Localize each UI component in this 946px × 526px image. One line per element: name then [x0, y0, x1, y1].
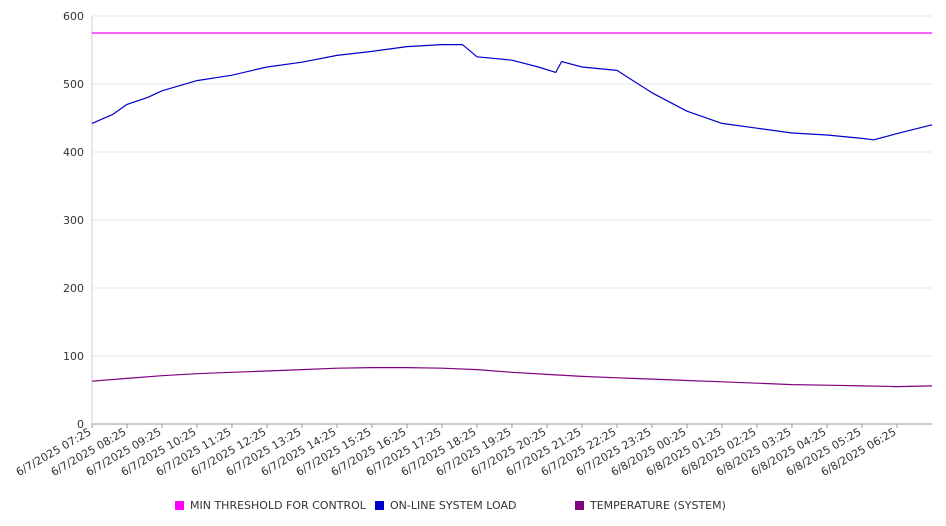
y-tick-label: 400: [63, 146, 84, 159]
x-axis-ticks: 6/7/2025 07:256/7/2025 08:256/7/2025 09:…: [14, 424, 899, 479]
y-tick-label: 100: [63, 350, 84, 363]
y-tick-label: 200: [63, 282, 84, 295]
gridlines: [92, 15, 932, 357]
legend-label: ON-LINE SYSTEM LOAD: [390, 498, 517, 512]
system-load-line: [91, 43, 933, 141]
legend-label: TEMPERATURE (SYSTEM): [590, 498, 726, 512]
legend: MIN THRESHOLD FOR CONTROL ON-LINE SYSTEM…: [0, 497, 946, 515]
legend-swatch: [575, 500, 584, 510]
legend-swatch: [175, 500, 184, 510]
series-lines: [91, 32, 933, 388]
legend-label: MIN THRESHOLD FOR CONTROL: [190, 498, 366, 512]
legend-item-min-threshold[interactable]: MIN THRESHOLD FOR CONTROL: [175, 497, 366, 513]
y-tick-label: 300: [63, 214, 84, 227]
legend-item-system-load[interactable]: ON-LINE SYSTEM LOAD: [375, 497, 516, 513]
y-axis-ticks: 0 100 200 300 400 500 600: [63, 10, 84, 431]
y-tick-label: 500: [63, 78, 84, 91]
temperature-line: [91, 367, 933, 388]
y-tick-label: 0: [77, 418, 84, 431]
y-tick-label: 600: [63, 10, 84, 23]
legend-swatch: [375, 500, 384, 510]
legend-item-temperature[interactable]: TEMPERATURE (SYSTEM): [575, 497, 726, 513]
